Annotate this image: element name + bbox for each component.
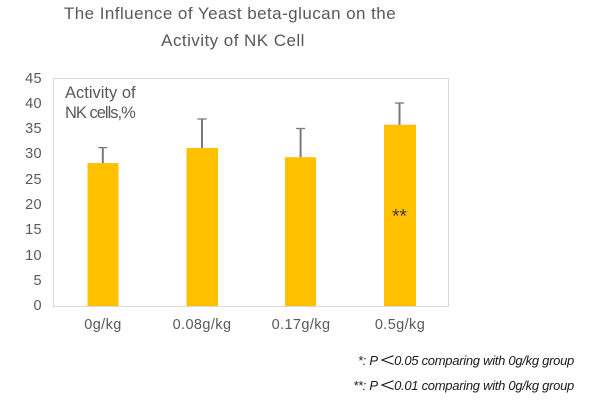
svg-text:**: ** xyxy=(392,207,407,228)
